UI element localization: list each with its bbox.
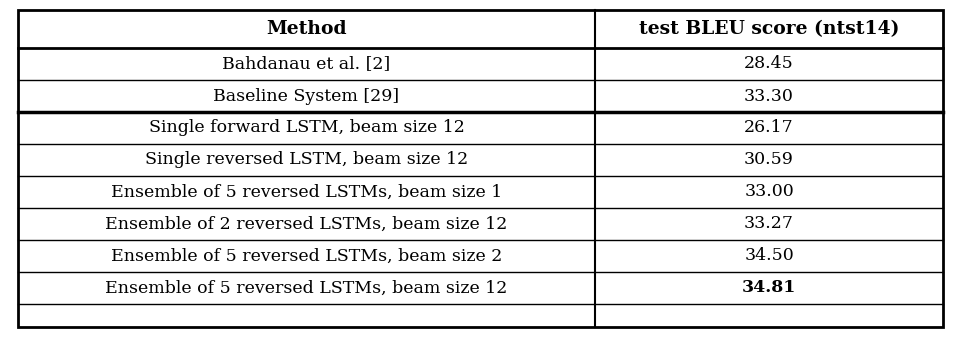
Text: Baseline System [29]: Baseline System [29]	[213, 88, 400, 104]
Text: 34.50: 34.50	[744, 247, 794, 265]
Text: Method: Method	[266, 20, 347, 38]
Text: 33.00: 33.00	[744, 184, 794, 201]
Text: Ensemble of 5 reversed LSTMs, beam size 12: Ensemble of 5 reversed LSTMs, beam size …	[106, 279, 507, 297]
Text: 28.45: 28.45	[744, 56, 794, 72]
Text: Ensemble of 2 reversed LSTMs, beam size 12: Ensemble of 2 reversed LSTMs, beam size …	[106, 215, 507, 233]
Text: 33.27: 33.27	[744, 215, 794, 233]
Text: test BLEU score (ntst14): test BLEU score (ntst14)	[639, 20, 899, 38]
Text: Bahdanau et al. [2]: Bahdanau et al. [2]	[222, 56, 390, 72]
Text: Ensemble of 5 reversed LSTMs, beam size 1: Ensemble of 5 reversed LSTMs, beam size …	[111, 184, 503, 201]
Text: 30.59: 30.59	[744, 152, 794, 168]
Text: 34.81: 34.81	[742, 279, 796, 297]
Text: Ensemble of 5 reversed LSTMs, beam size 2: Ensemble of 5 reversed LSTMs, beam size …	[111, 247, 503, 265]
Text: 33.30: 33.30	[744, 88, 794, 104]
Text: 26.17: 26.17	[744, 120, 794, 136]
Text: Single forward LSTM, beam size 12: Single forward LSTM, beam size 12	[149, 120, 464, 136]
Text: Single reversed LSTM, beam size 12: Single reversed LSTM, beam size 12	[145, 152, 468, 168]
